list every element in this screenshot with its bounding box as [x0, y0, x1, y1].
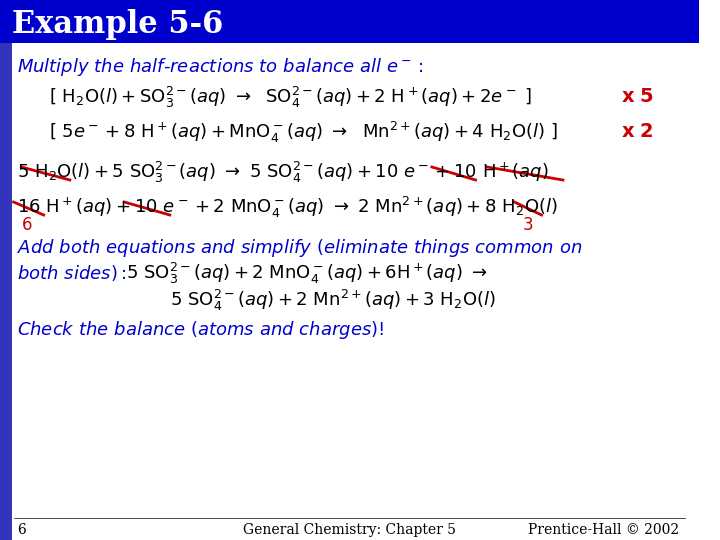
- Text: $[\ 5\mathit{e}^- + 8\ \mathrm{H^+}(\mathit{aq}) + \mathrm{MnO_4^-}(\mathit{aq}): $[\ 5\mathit{e}^- + 8\ \mathrm{H^+}(\mat…: [48, 119, 557, 145]
- Text: $\it{Multiply\ the\ half\text{-}reactions\ to\ balance\ all\ e^-:}$: $\it{Multiply\ the\ half\text{-}reaction…: [17, 56, 424, 78]
- Text: $5\ \mathrm{H_2O}(\mathit{l}) + 5\ \mathrm{SO_3^{2-}}(\mathit{aq})\ \rightarrow\: $5\ \mathrm{H_2O}(\mathit{l}) + 5\ \math…: [17, 159, 549, 185]
- FancyBboxPatch shape: [0, 0, 699, 43]
- Text: Example 5-6: Example 5-6: [12, 9, 223, 39]
- Text: $5\ \mathrm{SO_4^{2-}}(\mathit{aq}) + 2\ \mathrm{Mn^{2+}}(\mathit{aq}) + 3\ \mat: $5\ \mathrm{SO_4^{2-}}(\mathit{aq}) + 2\…: [170, 287, 495, 313]
- Text: $\mathbf{x\ 5}$: $\mathbf{x\ 5}$: [621, 88, 654, 106]
- Text: Prentice-Hall © 2002: Prentice-Hall © 2002: [528, 523, 680, 537]
- Text: $5\ \mathrm{SO_3^{2-}}(\mathit{aq}) + 2\ \mathrm{MnO_4^-}(\mathit{aq}) + 6\mathr: $5\ \mathrm{SO_3^{2-}}(\mathit{aq}) + 2\…: [126, 260, 488, 286]
- Text: $\it{Check\ the\ balance\ (atoms\ and\ charges)!}$: $\it{Check\ the\ balance\ (atoms\ and\ c…: [17, 319, 384, 341]
- Text: $\it{both\ sides):}$: $\it{both\ sides):}$: [17, 263, 127, 283]
- FancyBboxPatch shape: [0, 43, 12, 540]
- Text: General Chemistry: Chapter 5: General Chemistry: Chapter 5: [243, 523, 456, 537]
- Text: $\mathbf{x\ 2}$: $\mathbf{x\ 2}$: [621, 123, 654, 141]
- Text: $\it{Add\ both\ equations\ and\ simplify\ (eliminate\ things\ common\ on}$: $\it{Add\ both\ equations\ and\ simplify…: [17, 237, 582, 259]
- Text: $[\ \mathrm{H_2O}(\mathit{l}) + \mathrm{SO_3^{2-}}(\mathit{aq})\ \rightarrow\ \ : $[\ \mathrm{H_2O}(\mathit{l}) + \mathrm{…: [48, 84, 531, 110]
- Text: $3$: $3$: [522, 217, 534, 233]
- Text: 6: 6: [17, 523, 26, 537]
- Text: $16\ \mathrm{H^+}(\mathit{aq}) + \mathit{10\ e}^- + 2\ \mathrm{MnO_4^-}(\mathit{: $16\ \mathrm{H^+}(\mathit{aq}) + \mathit…: [17, 194, 558, 220]
- Text: $6$: $6$: [22, 217, 33, 233]
